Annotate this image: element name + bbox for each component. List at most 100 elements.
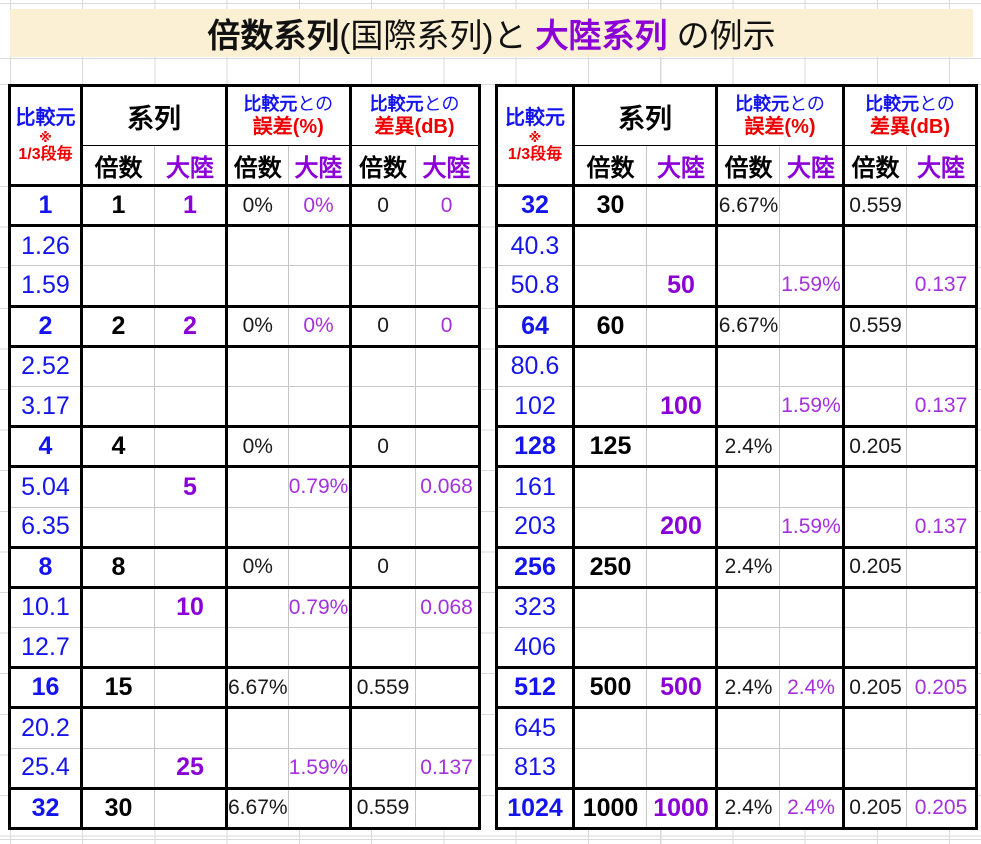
cell-err-m [716, 706, 780, 749]
cell-err-m [226, 344, 289, 387]
cell-mult [573, 506, 647, 548]
right-table-body: 32 30 6.67% 0.559 40.3 50.8 50 1.59% 0.137 64 60 6.… [496, 184, 977, 829]
cell-mult [573, 224, 647, 266]
cell-err-c: 0% [288, 304, 352, 347]
table-row: 32 30 6.67% 0.559 [496, 184, 977, 226]
cell-err-c [288, 385, 352, 427]
comparison-source-label: 比較元 [15, 107, 76, 129]
cell-err-c [779, 465, 845, 507]
cell-diff-m: 0 [350, 304, 416, 347]
cell-diff-c [415, 706, 480, 749]
table-row: 161 [496, 465, 977, 507]
cell-mult: 2 [81, 304, 155, 347]
title-multiple-series: 倍数系列 [207, 17, 340, 54]
cell-diff-m: 0 [350, 184, 416, 226]
table-row: 32 30 6.67% 0.559 [9, 786, 480, 829]
cell-err-c [288, 265, 352, 307]
cell-diff-c [906, 425, 977, 467]
cell-err-m: 0% [226, 545, 289, 588]
cell-src: 64 [496, 304, 575, 347]
cell-mult [81, 585, 155, 628]
table-row: 102 100 1.59% 0.137 [496, 385, 977, 427]
cell-err-m: 0% [226, 425, 289, 467]
cell-err-c: 1.59% [779, 385, 845, 427]
cell-err-m [716, 385, 780, 427]
cell-src: 1.26 [9, 224, 83, 266]
cell-err-m [716, 585, 780, 628]
comparison-source-note: 1/3段毎 [507, 146, 563, 163]
cell-diff-m [843, 747, 907, 789]
cell-err-m [226, 224, 289, 266]
cell-err-m: 0% [226, 184, 289, 226]
table-row: 6.35 [9, 506, 480, 548]
cell-err-c: 2.4% [779, 786, 845, 829]
cell-cont [646, 304, 718, 347]
cell-cont: 10 [154, 585, 228, 628]
cell-mult: 30 [573, 184, 647, 226]
cell-err-c [779, 545, 845, 588]
cell-diff-m [350, 747, 416, 789]
table-row: 3.17 [9, 385, 480, 427]
cell-src: 128 [496, 425, 575, 467]
table-row: 1.59 [9, 265, 480, 307]
cell-cont [646, 425, 718, 467]
cell-cont [154, 425, 228, 467]
table-row: 813 [496, 747, 977, 789]
cell-diff-c: 0.137 [415, 747, 480, 789]
cell-mult [81, 265, 155, 307]
cell-mult [81, 224, 155, 266]
cell-src: 6.35 [9, 506, 83, 548]
cell-err-c [779, 344, 845, 387]
cell-diff-m [350, 465, 416, 507]
cell-src: 102 [496, 385, 575, 427]
cell-diff-c: 0 [415, 304, 480, 347]
subheader-multiple: 倍数 [716, 145, 780, 187]
cell-src: 8 [9, 545, 83, 588]
cell-cont [646, 224, 718, 266]
cell-diff-c [906, 627, 977, 668]
cell-err-c [288, 627, 352, 668]
cell-mult [81, 627, 155, 668]
cell-cont: 5 [154, 465, 228, 507]
cell-mult [81, 465, 155, 507]
cell-err-m [226, 706, 289, 749]
table-row: 20.2 [9, 706, 480, 749]
title-international-note: (国際系列) [339, 17, 494, 54]
cell-diff-c: 0.068 [415, 585, 480, 628]
cell-diff-m [843, 627, 907, 668]
cell-err-c: 0% [288, 184, 352, 226]
cell-mult [81, 385, 155, 427]
cell-diff-c: 0.137 [906, 506, 977, 548]
cell-err-m [226, 465, 289, 507]
cell-diff-c [906, 304, 977, 347]
cell-err-c: 1.59% [288, 747, 352, 789]
cell-err-c [779, 585, 845, 628]
cell-err-m: 6.67% [226, 666, 289, 708]
cell-err-m [226, 385, 289, 427]
cell-src: 645 [496, 706, 575, 749]
cell-src: 50.8 [496, 265, 575, 307]
cell-src: 1024 [496, 786, 575, 829]
cell-err-m [226, 627, 289, 668]
cell-cont [646, 344, 718, 387]
cell-diff-m [350, 265, 416, 307]
cell-err-c [779, 184, 845, 226]
cell-diff-c [415, 627, 480, 668]
cell-diff-m [350, 627, 416, 668]
cell-mult [573, 706, 647, 749]
cell-mult [573, 385, 647, 427]
cell-mult [81, 344, 155, 387]
cell-err-m [716, 344, 780, 387]
cell-diff-c [906, 224, 977, 266]
cell-mult [573, 265, 647, 307]
cell-err-m: 2.4% [716, 425, 780, 467]
cell-mult: 500 [573, 666, 647, 708]
table-row: 645 [496, 706, 977, 749]
cell-diff-c [415, 265, 480, 307]
table-row: 10.1 10 0.79% 0.068 [9, 585, 480, 628]
spreadsheet-gridline [0, 3, 981, 4]
cell-cont [646, 545, 718, 588]
cell-err-m: 6.67% [716, 184, 780, 226]
subheader-continental: 大陸 [646, 145, 718, 187]
cell-diff-c [415, 786, 480, 829]
